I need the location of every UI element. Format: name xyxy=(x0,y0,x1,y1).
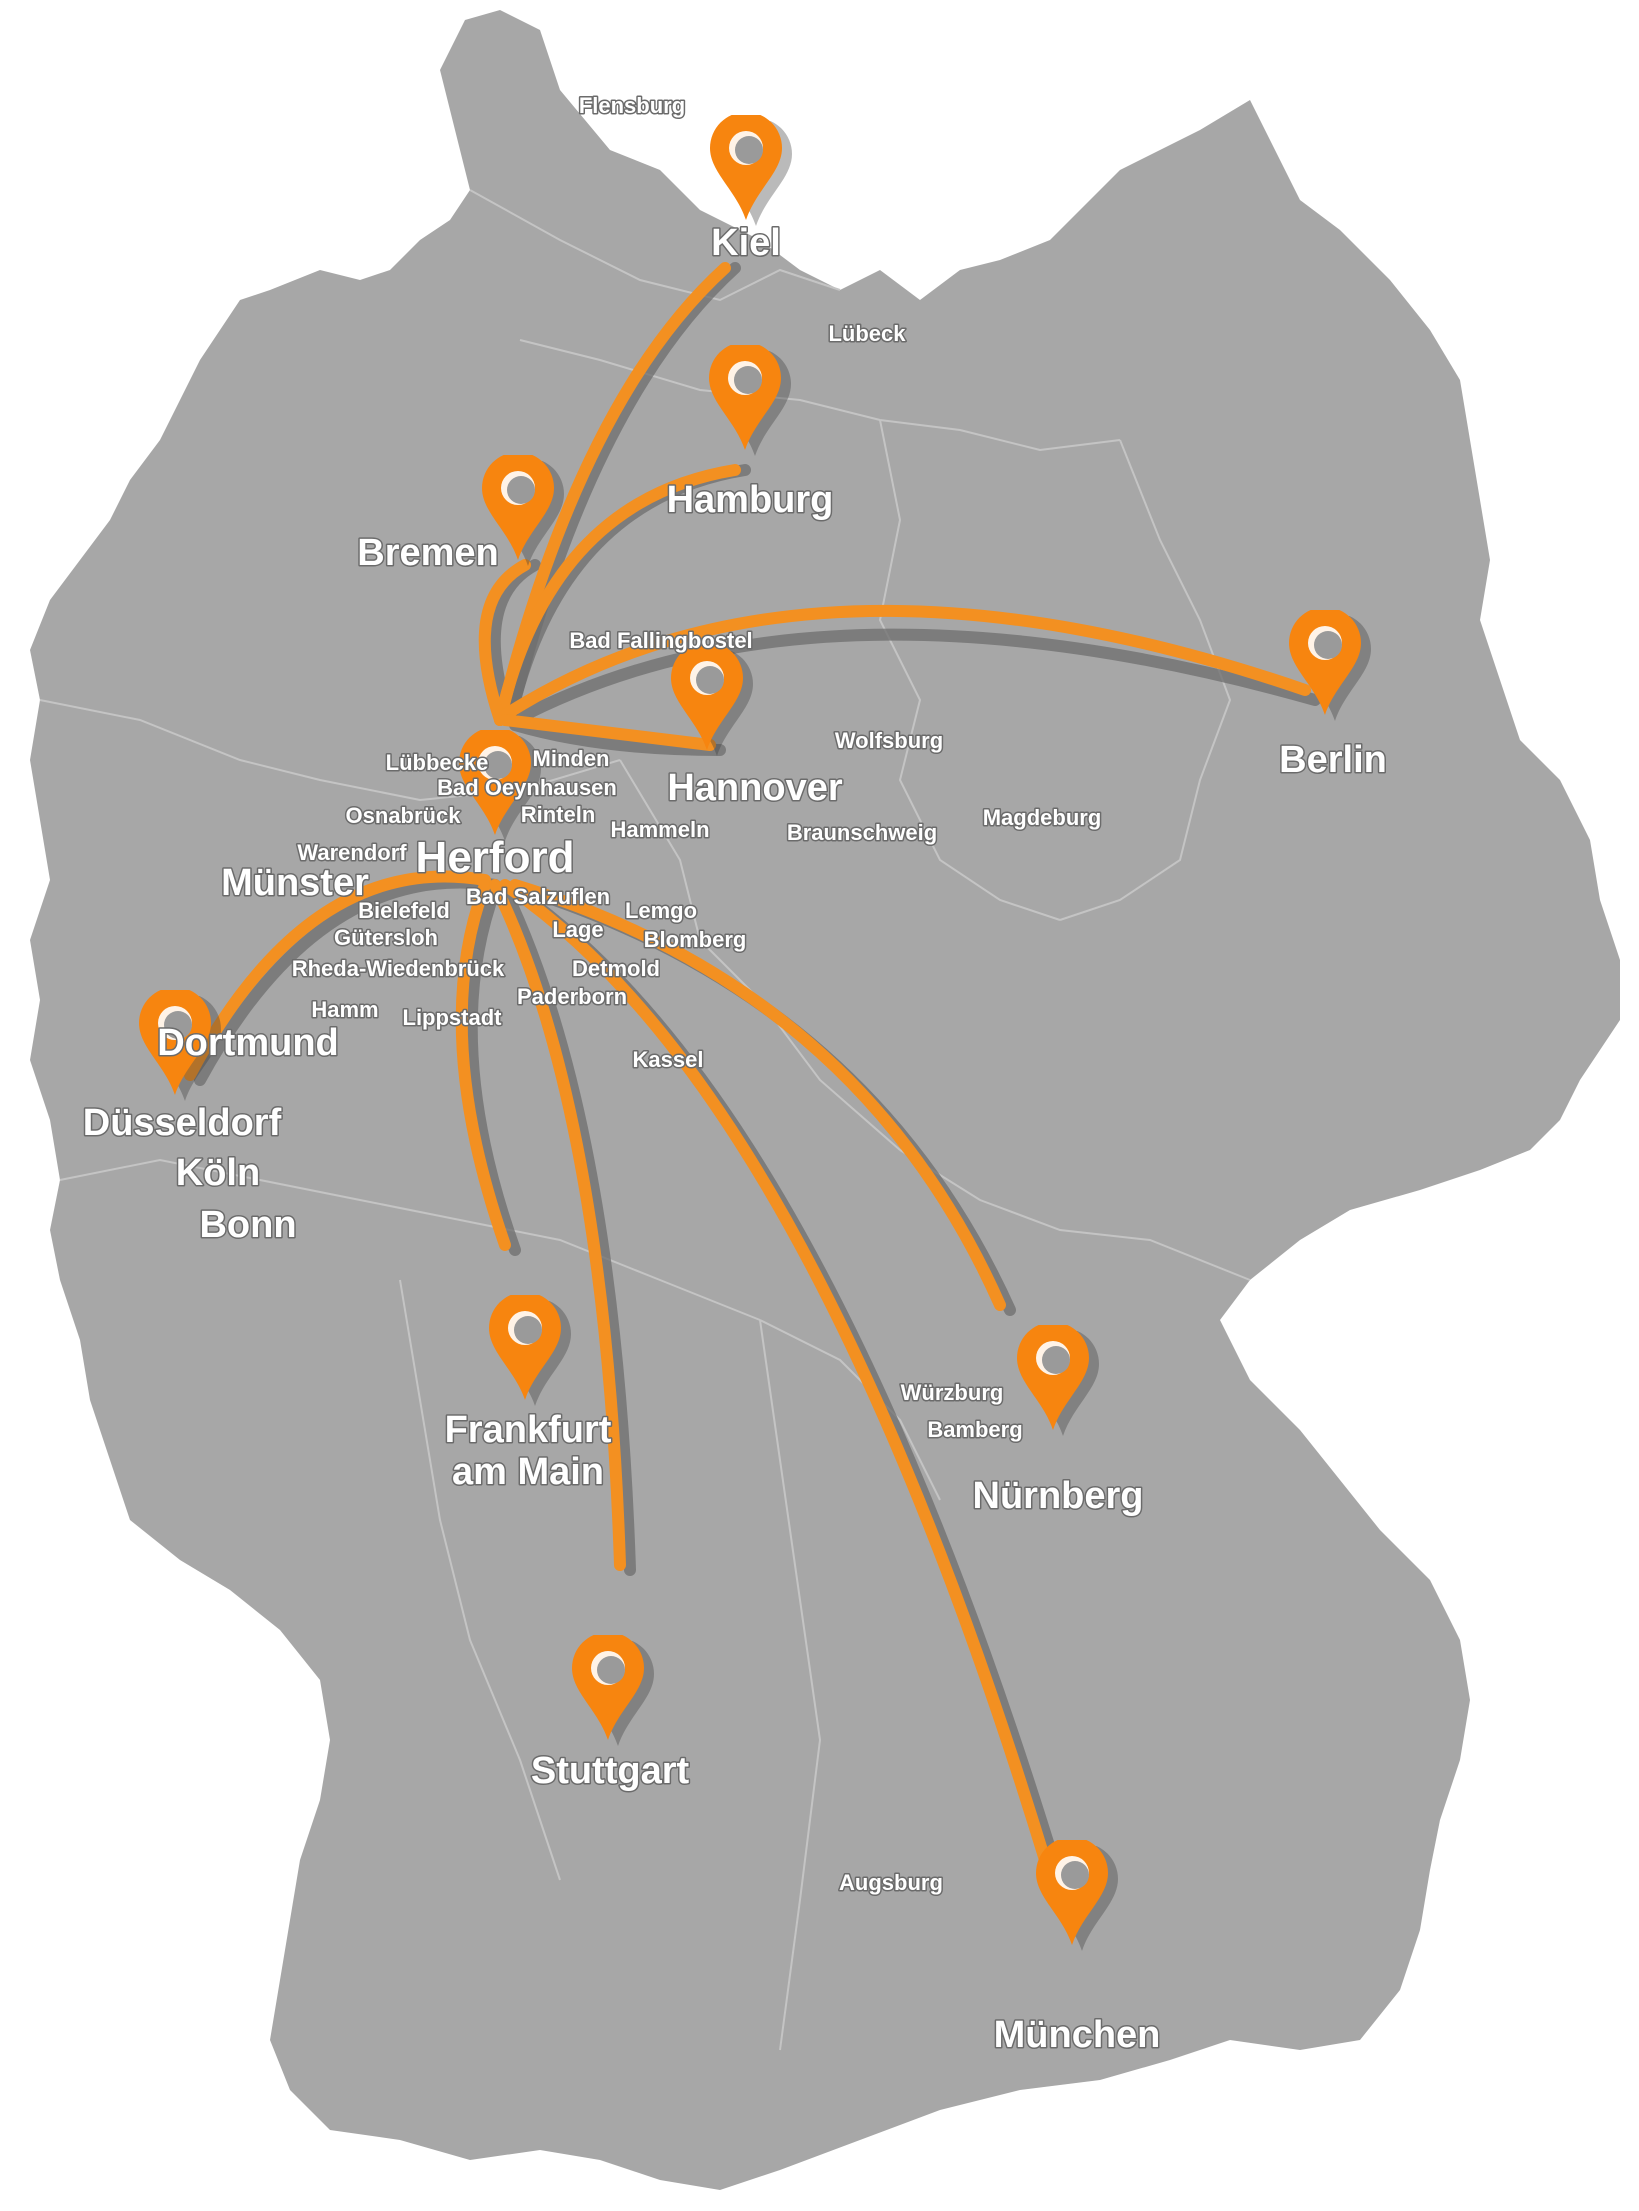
label-bad-oeynhausen: Bad Oeynhausen xyxy=(437,775,617,800)
map-pin-kiel-icon[interactable] xyxy=(710,112,782,220)
label-minden: Minden xyxy=(533,746,610,771)
label-hamm: Hamm xyxy=(311,997,378,1022)
label-flensburg: Flensburg xyxy=(579,93,685,118)
label-braunschweig: Braunschweig xyxy=(787,820,937,845)
route-herford-muenchen xyxy=(499,879,1051,1866)
route-herford-frankfurt xyxy=(455,879,511,1251)
route-herford-bremen xyxy=(478,559,531,726)
label-muenchen: München xyxy=(994,2014,1161,2056)
label-frankfurt-line2: am Main xyxy=(452,1451,604,1493)
label-warendorf: Warendorf xyxy=(297,840,407,865)
label-frankfurt-line1: Frankfurt xyxy=(445,1409,612,1451)
label-nuernberg: Nürnberg xyxy=(973,1475,1144,1517)
label-herford: Herford xyxy=(416,833,575,882)
state-borders xyxy=(39,189,1251,2051)
label-wuerzburg: Würzburg xyxy=(901,1380,1004,1405)
label-bad-fallingbostel: Bad Fallingbostel xyxy=(569,628,752,653)
label-berlin: Berlin xyxy=(1279,739,1387,781)
label-hameln: Hammeln xyxy=(610,817,709,842)
label-hamburg: Hamburg xyxy=(667,479,834,521)
label-hannover: Hannover xyxy=(667,767,842,809)
label-luebeck: Lübeck xyxy=(828,321,906,346)
label-dortmund: Dortmund xyxy=(157,1022,339,1064)
label-augsburg: Augsburg xyxy=(839,1870,943,1895)
route-herford-hannover xyxy=(499,714,716,751)
label-koeln: Köln xyxy=(176,1152,260,1194)
label-lage: Lage xyxy=(552,917,603,942)
germany-landmass xyxy=(30,10,1620,2190)
label-bremen: Bremen xyxy=(357,532,499,574)
route-herford-hamburg xyxy=(494,464,741,726)
route-herford-berlin xyxy=(499,604,1311,721)
route-herford-dortmund xyxy=(184,870,491,1081)
label-wolfsburg: Wolfsburg xyxy=(835,728,943,753)
label-rinteln: Rinteln xyxy=(521,802,596,827)
label-blomberg: Blomberg xyxy=(644,927,747,952)
label-rheda-wiedenbrueck: Rheda-Wiedenbrück xyxy=(292,956,505,981)
label-duesseldorf: Düsseldorf xyxy=(83,1102,282,1144)
label-detmold: Detmold xyxy=(572,956,660,981)
label-lemgo: Lemgo xyxy=(625,898,697,923)
label-luebbecke: Lübbecke xyxy=(386,750,489,775)
label-bad-salzuflen: Bad Salzuflen xyxy=(466,884,610,909)
major-city-labels: Kiel Hamburg Bremen Berlin Hannover Herf… xyxy=(81,221,1388,2058)
label-guetersloh: Gütersloh xyxy=(334,925,438,950)
label-kiel: Kiel xyxy=(711,222,781,264)
label-bonn: Bonn xyxy=(199,1204,296,1246)
routes xyxy=(184,262,1311,1866)
label-muenster: Münster xyxy=(221,862,369,904)
route-herford-stuttgart xyxy=(489,879,626,1571)
label-osnabrueck: Osnabrück xyxy=(346,803,462,828)
label-stuttgart: Stuttgart xyxy=(531,1750,690,1792)
label-magdeburg: Magdeburg xyxy=(983,805,1102,830)
label-bielefeld: Bielefeld xyxy=(358,898,450,923)
label-kassel: Kassel xyxy=(633,1047,704,1072)
minor-city-labels: Flensburg Lübeck Bad Fallingbostel Wolfs… xyxy=(290,92,1103,1897)
label-lippstadt: Lippstadt xyxy=(403,1005,503,1030)
route-herford-nuernberg xyxy=(509,879,1006,1311)
label-bamberg: Bamberg xyxy=(927,1417,1022,1442)
label-paderborn: Paderborn xyxy=(517,984,627,1009)
